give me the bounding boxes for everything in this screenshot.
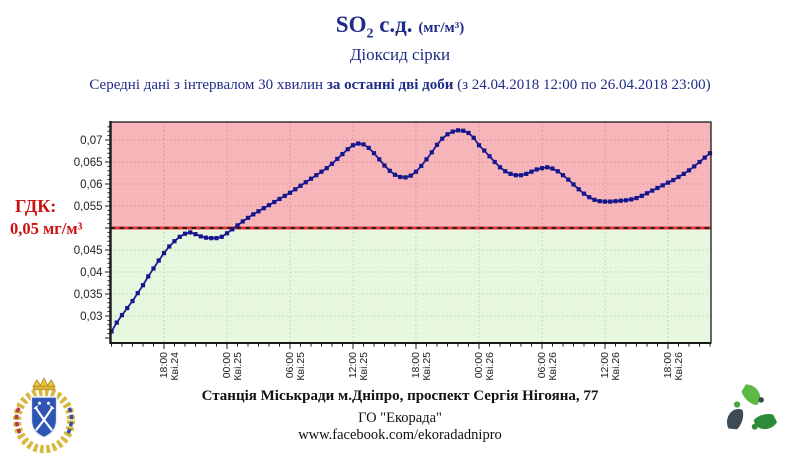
desc-suffix: (з 24.04.2018 12:00 по 26.04.2018 23:00): [453, 77, 711, 93]
svg-text:Кві.26: Кві.26: [673, 352, 685, 381]
svg-text:00:00: 00:00: [221, 352, 233, 378]
svg-text:0,065: 0,065: [74, 157, 103, 169]
svg-text:00:00: 00:00: [473, 352, 485, 378]
svg-text:Кві.26: Кві.26: [484, 352, 496, 381]
svg-text:0,055: 0,055: [74, 201, 103, 213]
svg-text:Кві.25: Кві.25: [421, 352, 433, 381]
ekorada-logo: [727, 384, 778, 430]
svg-text:0,035: 0,035: [74, 289, 103, 301]
svg-text:Кві.24: Кві.24: [169, 352, 181, 381]
title-unit: (мг/м³): [418, 20, 465, 36]
svg-text:18:00: 18:00: [662, 352, 674, 378]
svg-text:0,04: 0,04: [80, 267, 103, 279]
svg-text:Кві.25: Кві.25: [295, 352, 307, 381]
title-subscript: 2: [366, 26, 374, 42]
title-kind: с.д.: [373, 12, 419, 37]
desc-prefix: Середні дані з інтервалом 30 хвилин: [89, 77, 327, 93]
svg-text:18:00: 18:00: [158, 352, 170, 378]
svg-text:Кві.25: Кві.25: [232, 352, 244, 381]
desc-bold: за останні дві доби: [326, 77, 454, 93]
page-subtitle: Діоксид сірки: [349, 45, 451, 64]
facebook-url: www.facebook.com/ekoradadnipro: [298, 427, 502, 443]
y-axis-ticks: 0,07 0,065 0,06 0,055 0,045 0,04 0,035 0,03: [74, 126, 111, 339]
svg-text:0,07: 0,07: [80, 135, 102, 147]
svg-text:0,06: 0,06: [80, 179, 102, 191]
page-title: SO2 с.д. (мг/м³): [0, 12, 800, 43]
gdk-threshold-label: ГДК:: [15, 196, 57, 216]
title-compound: SO: [335, 12, 367, 37]
gridlines: [110, 122, 711, 343]
svg-text:0,03: 0,03: [80, 311, 102, 323]
svg-text:Кві.26: Кві.26: [547, 352, 559, 381]
dnipro-coat-of-arms-logo: [12, 377, 76, 454]
so2-series-markers: [109, 128, 713, 334]
organization-name: ГО "Екорада": [358, 410, 442, 426]
x-axis-ticks: 18:00 Кві.24 00:00 Кві.25 06:00 Кві.25 12:00 Кв…: [111, 343, 711, 381]
svg-text:18:00: 18:00: [410, 352, 422, 378]
svg-text:Кві.25: Кві.25: [358, 352, 370, 381]
svg-text:06:00: 06:00: [284, 352, 296, 378]
svg-text:12:00: 12:00: [347, 352, 359, 378]
svg-text:0,045: 0,045: [74, 245, 103, 257]
svg-text:Кві.26: Кві.26: [610, 352, 622, 381]
period-description: Середні дані з інтервалом 30 хвилин за о…: [0, 77, 800, 94]
gdk-threshold-value: 0,05 мг/м³: [10, 219, 83, 238]
station-address: Станція Міськради м.Дніпро, проспект Сер…: [201, 388, 599, 404]
svg-text:12:00: 12:00: [599, 352, 611, 378]
svg-text:06:00: 06:00: [536, 352, 548, 378]
